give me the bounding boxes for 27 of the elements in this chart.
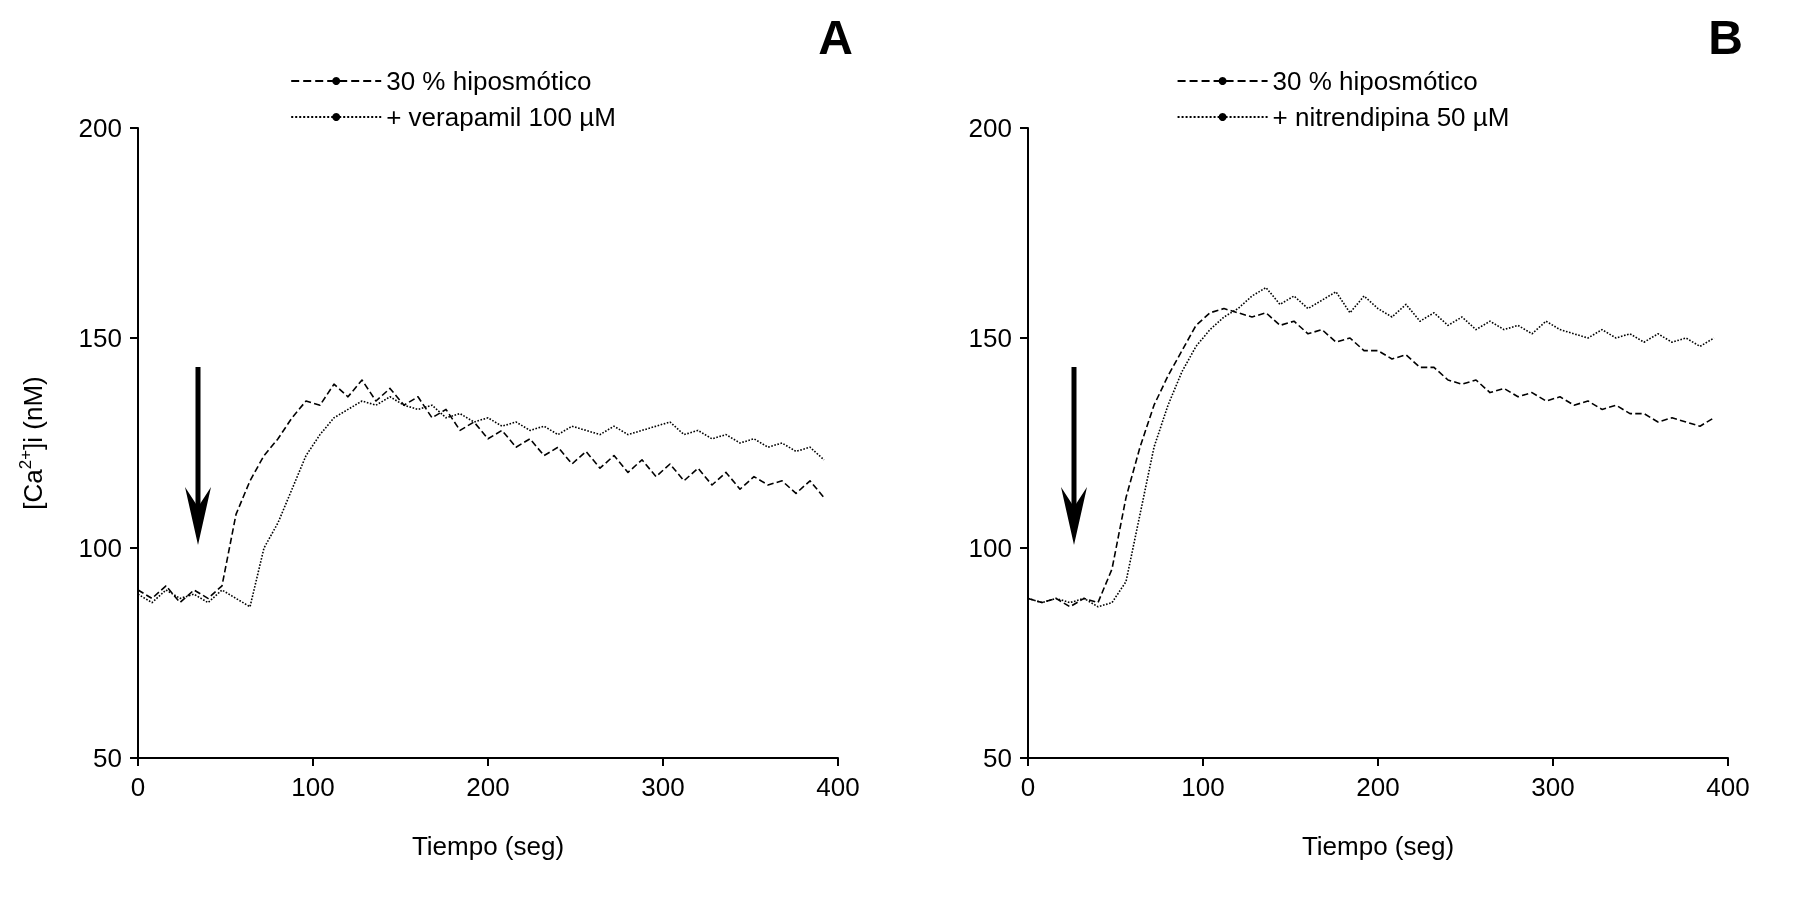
chart-title: B: [1708, 10, 1744, 64]
legend-label: + nitrendipina 50 µM: [1272, 102, 1510, 132]
y-tick-label: 150: [968, 323, 1012, 353]
legend-label: + verapamil 100 µM: [386, 102, 616, 132]
x-tick-label: 200: [1356, 772, 1400, 802]
x-tick-label: 0: [1020, 772, 1036, 802]
y-tick-label: 50: [983, 743, 1012, 773]
x-axis-title: Tiempo (seg): [411, 831, 565, 861]
x-tick-label: 100: [291, 772, 335, 802]
y-axis-title: [Ca2+]i (nM): [16, 376, 48, 510]
x-tick-label: 200: [466, 772, 510, 802]
chart-title: A: [818, 10, 854, 64]
y-tick-label: 200: [78, 113, 122, 143]
y-tick-label: 150: [78, 323, 122, 353]
x-tick-label: 300: [641, 772, 685, 802]
x-tick-label: 400: [816, 772, 860, 802]
y-tick-label: 50: [93, 743, 122, 773]
x-tick-label: 400: [1706, 772, 1750, 802]
legend-label: 30 % hiposmótico: [1272, 66, 1478, 96]
legend-label: 30 % hiposmótico: [386, 66, 592, 96]
x-tick-label: 100: [1181, 772, 1225, 802]
x-tick-label: 0: [130, 772, 146, 802]
x-axis-title: Tiempo (seg): [1301, 831, 1455, 861]
x-tick-label: 300: [1531, 772, 1575, 802]
y-tick-label: 200: [968, 113, 1012, 143]
y-tick-label: 100: [78, 533, 122, 563]
y-tick-label: 100: [968, 533, 1012, 563]
